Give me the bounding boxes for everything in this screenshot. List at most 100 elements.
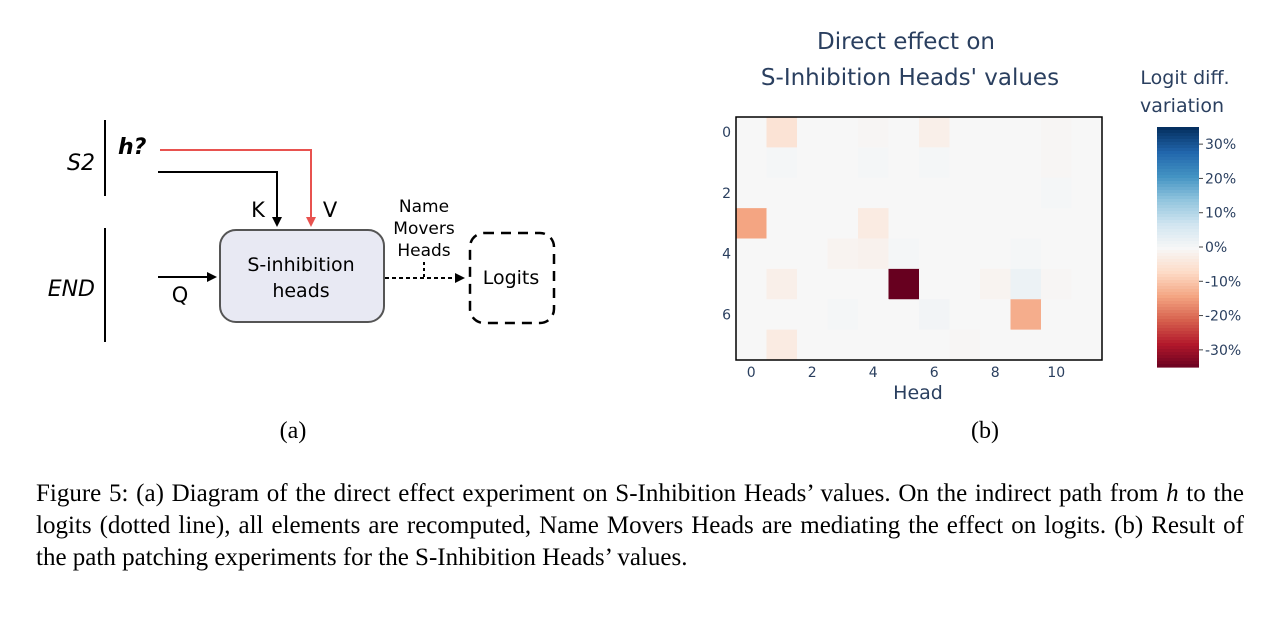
y-tick-label: 6 (722, 307, 731, 323)
heatmap-cell (980, 268, 1011, 300)
v-label: V (323, 198, 338, 222)
colorbar-segment (1157, 298, 1199, 302)
heatmap-cell (827, 177, 859, 209)
colorbar-segment (1157, 172, 1199, 176)
heatmap-cell (949, 299, 981, 331)
heatmap-cell (858, 268, 889, 300)
colorbar-segment (1157, 256, 1199, 260)
x-tick-label: 6 (930, 365, 939, 381)
colorbar-segment (1157, 343, 1199, 347)
logits-box (468, 231, 556, 325)
y-tick-label: 2 (722, 186, 731, 202)
colorbar-segment (1157, 208, 1199, 212)
heatmap-cell (919, 147, 950, 179)
heatmap-cell (858, 238, 889, 270)
heatmap-cells (736, 117, 1103, 361)
heatmap-cell (949, 238, 981, 270)
heatmap-cell (827, 299, 859, 331)
x-tick-label: 2 (808, 365, 817, 381)
heatmap-cell (1010, 147, 1042, 179)
heatmap-cell (797, 268, 828, 300)
heatmap-cell (888, 147, 920, 179)
colorbar-segment (1157, 145, 1199, 149)
heatmap-cell (888, 299, 920, 331)
heatmap-cell (1041, 329, 1072, 361)
heatmap-cell (1071, 268, 1103, 300)
heatmap-cell (766, 177, 798, 209)
colorbar-segment (1157, 253, 1199, 257)
colorbar-segment (1157, 280, 1199, 284)
chart-title-line2: S-Inhibition Heads' values (761, 65, 1059, 91)
heatmap-cell (980, 208, 1011, 240)
y-tick-label: 4 (722, 247, 731, 263)
colorbar-segment (1157, 199, 1199, 203)
heatmap-cell (858, 177, 889, 209)
heatmap-cell (766, 147, 798, 179)
colorbar-segment (1157, 313, 1199, 317)
heatmap-cell (1010, 177, 1042, 209)
heatmap-cell (827, 117, 859, 148)
caption-part1: Figure 5: (a) Diagram of the direct effe… (36, 480, 1167, 507)
colorbar-segment (1157, 235, 1199, 239)
h-label: h? (118, 135, 147, 160)
x-axis-ticks: 0 2 4 6 8 10 (747, 365, 1065, 381)
heatmap-cell (797, 208, 828, 240)
box-label-line1: S-inhibition (247, 254, 354, 276)
x-tick-label: 0 (747, 365, 756, 381)
colorbar-segment (1157, 265, 1199, 269)
heatmap-cell (1041, 208, 1072, 240)
colorbar-segment (1157, 289, 1199, 293)
heatmap-cell (919, 268, 950, 300)
heatmap-cell (980, 117, 1011, 148)
end-label: END (48, 277, 95, 302)
colorbar-segment (1157, 322, 1199, 326)
logits-label: Logits (483, 267, 540, 289)
colorbar-title-line1: Logit diff. (1140, 67, 1229, 89)
heatmap-cell (949, 208, 981, 240)
heatmap-cell (949, 268, 981, 300)
heatmap-cell (1010, 238, 1042, 270)
colorbar-segment (1157, 181, 1199, 185)
colorbar-segment (1157, 130, 1199, 134)
chart-title-line1: Direct effect on (817, 29, 995, 55)
heatmap-cell (949, 147, 981, 179)
colorbar-segment (1157, 139, 1199, 143)
heatmap-cell (797, 238, 828, 270)
colorbar-segment (1157, 229, 1199, 233)
heatmap-cell (1071, 238, 1103, 270)
heatmap-cell (1071, 208, 1103, 240)
heatmap-cell (766, 299, 798, 331)
heatmap-cell (1041, 238, 1072, 270)
colorbar-segment (1157, 244, 1199, 248)
heatmap-cell (797, 329, 828, 361)
colorbar-segment (1157, 133, 1199, 137)
colorbar-segment (1157, 211, 1199, 215)
colorbar-segment (1157, 232, 1199, 236)
colorbar-segment (1157, 307, 1199, 311)
heatmap-cell (980, 147, 1011, 179)
colorbar-segment (1157, 301, 1199, 305)
heatmap-cell (827, 208, 859, 240)
colorbar-tick-label: -10% (1205, 274, 1241, 290)
heatmap-cell (736, 268, 767, 300)
caption-part2: to the logits (dotted line), all element… (36, 480, 1244, 571)
heatmap-cell (736, 329, 767, 361)
heatmap-cell (736, 238, 767, 270)
heatmap-cell (797, 147, 828, 179)
colorbar-tick-label: 10% (1205, 206, 1236, 222)
q-label: Q (172, 283, 189, 307)
heatmap-cell (980, 177, 1011, 209)
colorbar-segment (1157, 217, 1199, 221)
colorbar-segment (1157, 259, 1199, 263)
heatmap-cell (858, 208, 889, 240)
heatmap-cell (766, 208, 798, 240)
heatmap-cell (980, 329, 1011, 361)
colorbar-segment (1157, 331, 1199, 335)
colorbar-segment (1157, 163, 1199, 167)
heatmap-cell (1010, 268, 1042, 300)
caption-h-symbol: h (1166, 480, 1179, 507)
heatmap-cell (949, 117, 981, 148)
heatmap-cell (888, 268, 920, 300)
colorbar-segment (1157, 310, 1199, 314)
heatmap-cell (827, 147, 859, 179)
